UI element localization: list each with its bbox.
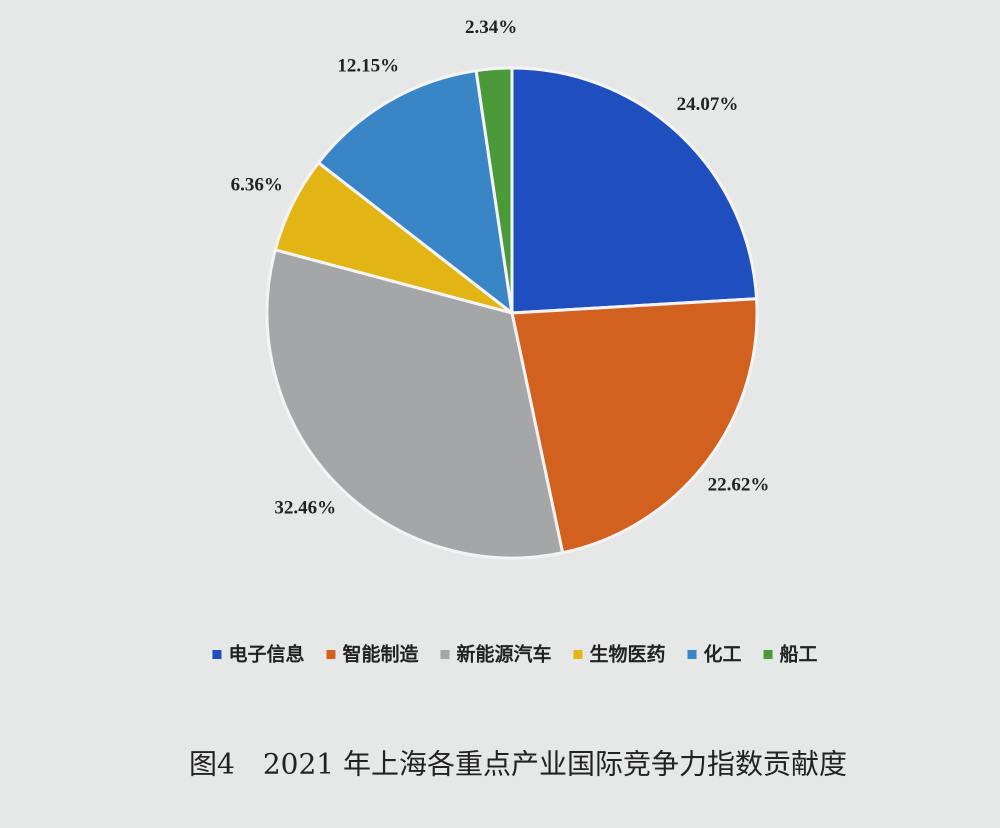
pie-slice [474, 66, 514, 314]
legend-label: 化工 [704, 643, 742, 666]
pie-slice [510, 66, 759, 315]
legend-swatch [573, 650, 583, 659]
chart-title: 图4 2021 年上海各重点产业国际竞争力指数贡献度 [189, 748, 847, 781]
data-label: 6.36% [231, 175, 283, 196]
data-label: 32.46% [274, 497, 336, 518]
legend-swatch [326, 650, 336, 659]
legend-label: 电子信息 [228, 643, 304, 666]
data-label: 24.07% [677, 94, 739, 115]
legend-label: 船工 [780, 643, 818, 666]
legend: 电子信息 智能制造 新能源汽车 生物医药 化工 船工 [212, 643, 818, 666]
legend-swatch [687, 650, 697, 659]
legend-label: 智能制造 [342, 643, 419, 666]
data-label: 22.62% [708, 474, 770, 495]
pie-slice [316, 68, 515, 317]
data-label: 2.34% [465, 17, 517, 38]
legend-swatch [212, 650, 222, 659]
legend-label: 新能源汽车 [456, 643, 551, 666]
pie-slice [265, 248, 565, 560]
pie-slice [510, 297, 759, 555]
data-label: 12.15% [337, 55, 399, 76]
legend-swatch [440, 650, 450, 659]
legend-swatch [763, 650, 773, 659]
legend-label: 生物医药 [590, 643, 666, 666]
